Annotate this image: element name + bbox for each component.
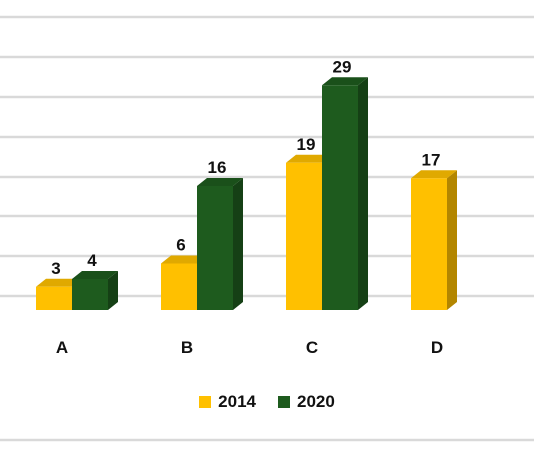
data-label-2014-B: 6 <box>176 236 185 255</box>
bar-front-2014-D <box>411 178 447 310</box>
bar-front-2020-A <box>72 279 108 310</box>
x-tick-label-D: D <box>431 338 443 357</box>
legend-label-2020: 2020 <box>297 392 335 411</box>
data-labels: 3 4 6 16 19 29 17 <box>51 57 440 278</box>
bar-2020-B <box>197 178 243 310</box>
gridlines <box>0 15 534 442</box>
x-tick-label-B: B <box>181 338 193 357</box>
data-label-2020-B: 16 <box>208 158 227 177</box>
bar-2020-A <box>72 271 118 310</box>
bar-top-2020-A <box>72 271 118 279</box>
legend-swatch-2020 <box>278 396 290 408</box>
data-label-2014-C: 19 <box>297 135 316 154</box>
legend-label-2014: 2014 <box>218 392 256 411</box>
legend: 2014 2020 <box>0 392 534 412</box>
legend-swatch-2014 <box>199 396 212 408</box>
bar-top-2014-D <box>411 170 457 179</box>
bar-top-2020-C <box>322 77 368 86</box>
bar-side-2020-B <box>233 178 243 310</box>
legend-item-2014: 2014 <box>199 392 256 412</box>
bar-side-2020-A <box>108 271 118 310</box>
bar-side-2014-D <box>447 170 457 310</box>
x-tick-label-C: C <box>306 338 318 357</box>
bar-side-2020-C <box>358 77 368 310</box>
bar-front-2014-C <box>286 162 322 310</box>
data-label-2020-A: 4 <box>87 251 97 270</box>
x-tick-label-A: A <box>56 338 68 357</box>
bar-2020-C <box>322 77 368 310</box>
x-axis-labels: ABCDRe <box>56 338 443 357</box>
data-label-2014-A: 3 <box>51 259 60 278</box>
legend-item-2020: 2020 <box>278 392 335 412</box>
bar-front-2020-C <box>322 85 358 310</box>
bar-front-2014-B <box>161 263 197 310</box>
data-label-2014-D: 17 <box>422 150 441 169</box>
bar-top-2014-A <box>36 278 82 287</box>
bar-top-2014-B <box>161 255 207 264</box>
bar-top-2014-C <box>286 154 332 163</box>
bar-top-2020-B <box>197 178 243 186</box>
bar-2014-D <box>411 170 457 310</box>
bars <box>36 77 457 310</box>
bar-front-2020-B <box>197 186 233 310</box>
data-label-2020-C: 29 <box>333 57 352 76</box>
bar-front-2014-A <box>36 286 72 310</box>
